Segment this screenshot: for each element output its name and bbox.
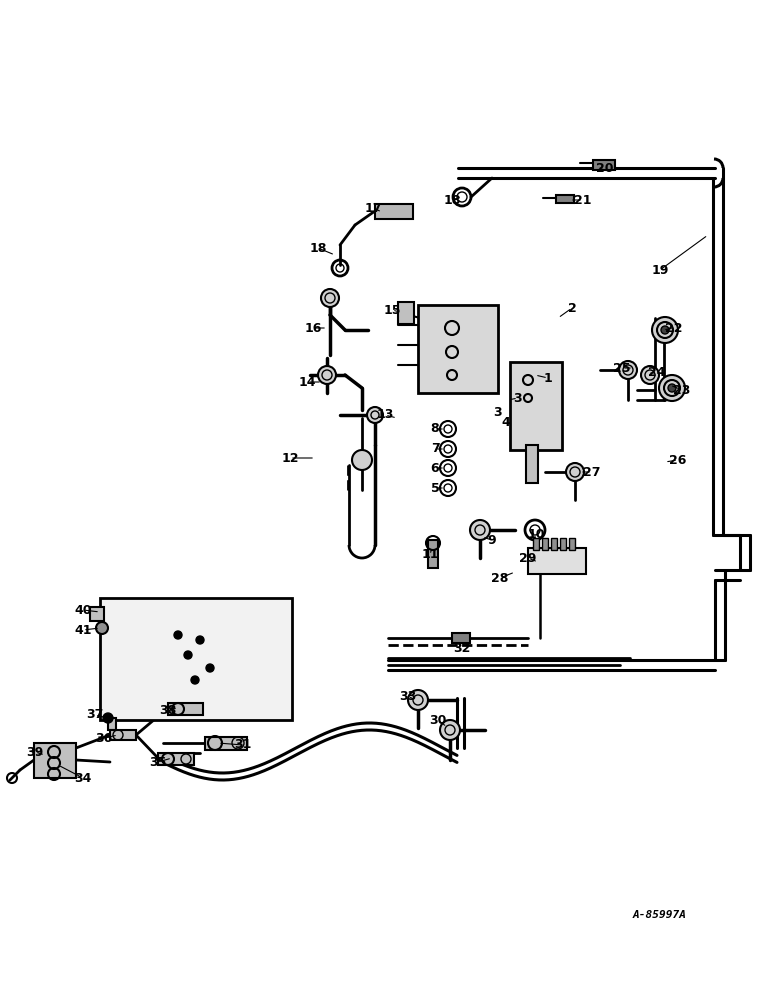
Text: 17: 17 xyxy=(364,202,381,215)
Text: 10: 10 xyxy=(527,528,545,542)
Circle shape xyxy=(566,463,584,481)
Text: 28: 28 xyxy=(491,572,509,584)
Bar xyxy=(375,204,413,219)
Text: 2: 2 xyxy=(567,302,577,314)
Text: 23: 23 xyxy=(673,383,691,396)
Bar xyxy=(34,743,76,778)
Text: 27: 27 xyxy=(584,466,601,479)
Bar xyxy=(158,753,194,765)
Text: 33: 33 xyxy=(399,690,417,702)
Text: 15: 15 xyxy=(383,304,401,316)
Text: 40: 40 xyxy=(74,603,92,616)
Circle shape xyxy=(668,384,676,392)
Text: 1: 1 xyxy=(543,371,553,384)
Circle shape xyxy=(652,317,678,343)
Bar xyxy=(90,607,104,621)
Bar xyxy=(418,305,498,393)
Bar xyxy=(510,362,562,450)
Circle shape xyxy=(206,664,214,672)
Bar xyxy=(526,445,538,483)
Text: 29: 29 xyxy=(520,552,537,564)
Text: 26: 26 xyxy=(669,454,686,466)
Bar xyxy=(168,703,203,715)
Text: 14: 14 xyxy=(298,375,316,388)
Text: 30: 30 xyxy=(429,714,447,726)
Text: 12: 12 xyxy=(281,452,299,464)
Text: 39: 39 xyxy=(26,746,44,758)
Text: 41: 41 xyxy=(74,624,92,637)
Text: 13: 13 xyxy=(376,408,394,422)
Bar xyxy=(593,160,615,170)
Text: A-85997A: A-85997A xyxy=(633,910,687,920)
Text: 18: 18 xyxy=(310,241,327,254)
Text: 36: 36 xyxy=(96,732,113,744)
Text: 34: 34 xyxy=(74,772,92,784)
Text: 3: 3 xyxy=(493,406,503,418)
Text: 20: 20 xyxy=(596,161,614,174)
Bar xyxy=(560,538,566,550)
Text: 8: 8 xyxy=(431,422,439,436)
Bar xyxy=(556,195,574,203)
Bar xyxy=(108,718,116,730)
Circle shape xyxy=(661,326,669,334)
Bar xyxy=(569,538,575,550)
Text: 21: 21 xyxy=(574,194,592,207)
Text: 6: 6 xyxy=(431,462,439,475)
Circle shape xyxy=(321,289,339,307)
Circle shape xyxy=(619,361,637,379)
Bar xyxy=(452,633,470,643)
Bar xyxy=(110,730,136,740)
Text: 3: 3 xyxy=(513,391,523,404)
Circle shape xyxy=(184,651,192,659)
Bar xyxy=(428,540,438,568)
Text: 37: 37 xyxy=(86,708,103,722)
Bar xyxy=(551,538,557,550)
Bar xyxy=(533,538,539,550)
Text: 16: 16 xyxy=(304,322,322,334)
Text: 5: 5 xyxy=(431,482,439,494)
Text: 38: 38 xyxy=(159,704,177,716)
Text: 32: 32 xyxy=(453,642,471,654)
Circle shape xyxy=(352,450,372,470)
Text: 9: 9 xyxy=(488,534,496,546)
Circle shape xyxy=(318,366,336,384)
Bar xyxy=(542,538,548,550)
Text: 19: 19 xyxy=(652,263,669,276)
Circle shape xyxy=(408,690,428,710)
Circle shape xyxy=(174,631,182,639)
Text: 24: 24 xyxy=(648,366,665,379)
Text: 22: 22 xyxy=(665,322,682,334)
Text: 25: 25 xyxy=(613,361,631,374)
Text: 31: 31 xyxy=(235,738,252,752)
Bar xyxy=(528,548,586,574)
Circle shape xyxy=(196,636,204,644)
Circle shape xyxy=(440,720,460,740)
Circle shape xyxy=(96,622,108,634)
Text: 4: 4 xyxy=(502,416,510,428)
Circle shape xyxy=(103,713,113,723)
Text: 11: 11 xyxy=(422,548,438,562)
Bar xyxy=(398,302,414,324)
Circle shape xyxy=(367,407,383,423)
Circle shape xyxy=(641,366,659,384)
Circle shape xyxy=(191,676,199,684)
Text: 7: 7 xyxy=(431,442,439,456)
Circle shape xyxy=(470,520,490,540)
Bar xyxy=(205,737,247,750)
Text: 18: 18 xyxy=(443,194,461,207)
Bar xyxy=(100,598,292,720)
Text: 35: 35 xyxy=(149,756,167,768)
Circle shape xyxy=(659,375,685,401)
